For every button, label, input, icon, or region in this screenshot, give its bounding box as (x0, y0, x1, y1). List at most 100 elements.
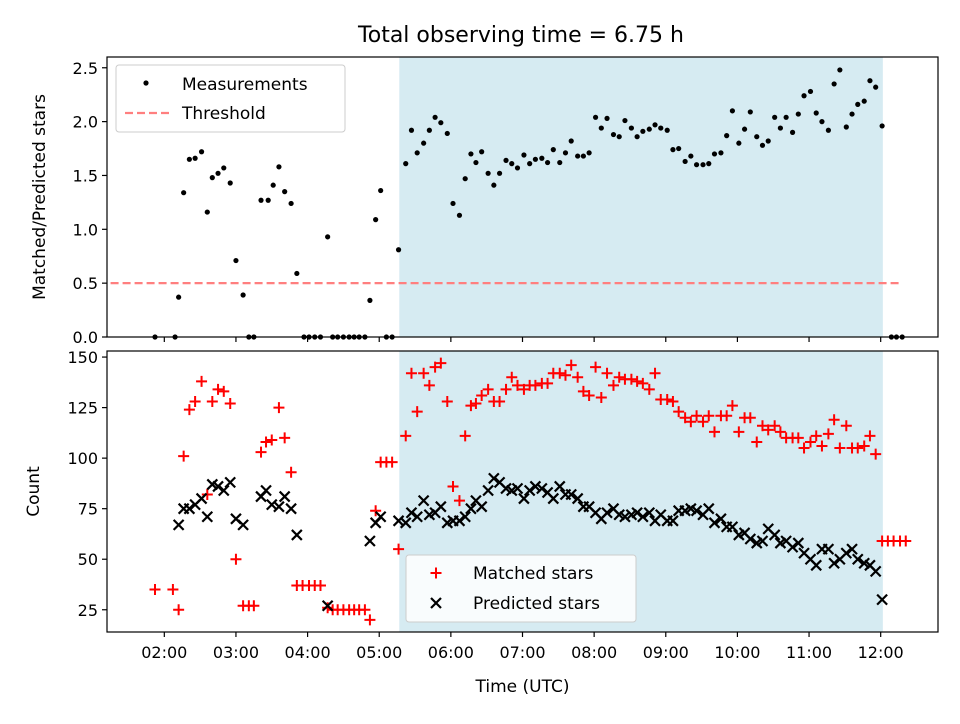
data-point (441, 396, 453, 408)
data-point (702, 502, 715, 515)
data-point (553, 480, 566, 493)
data-point (227, 180, 233, 186)
data-point (248, 600, 260, 612)
data-point (879, 123, 885, 129)
series-measurements (152, 67, 905, 340)
data-point (453, 515, 466, 527)
data-point (789, 129, 796, 135)
data-point (183, 404, 195, 416)
legend-label-threshold: Threshold (181, 104, 266, 124)
data-point (595, 391, 607, 403)
data-point (718, 150, 724, 156)
data-point (218, 385, 230, 397)
data-point (518, 492, 530, 505)
data-point (181, 190, 187, 196)
data-point (736, 140, 742, 146)
data-point (628, 125, 634, 131)
data-point (786, 541, 799, 553)
data-point (224, 398, 236, 410)
data-point (810, 430, 822, 442)
data-point (711, 151, 718, 157)
data-point (491, 182, 497, 188)
data-point (195, 492, 208, 505)
data-point (432, 114, 438, 120)
data-point (273, 402, 285, 414)
data-point (804, 436, 816, 448)
data-point (559, 369, 571, 381)
data-point (703, 410, 715, 422)
data-point (367, 297, 373, 303)
y-tick-label: 0.0 (73, 328, 98, 347)
data-point (807, 88, 814, 95)
data-point (518, 383, 530, 395)
data-point (258, 197, 264, 203)
y-tick-label: 100 (67, 449, 98, 468)
data-point (435, 357, 447, 369)
data-point (426, 127, 432, 133)
data-point (201, 510, 214, 523)
chart-title: Total observing time = 6.75 h (357, 23, 684, 48)
data-point (583, 389, 595, 401)
data-point (592, 114, 599, 120)
data-point (423, 379, 435, 391)
data-point (721, 410, 733, 422)
legend-box (115, 64, 346, 133)
data-point (435, 500, 447, 513)
data-point (765, 138, 771, 144)
data-point (693, 162, 700, 168)
data-point (536, 482, 548, 495)
data-point (438, 120, 444, 126)
data-point (637, 377, 649, 389)
data-point (867, 78, 873, 84)
data-point (751, 436, 763, 448)
data-point (325, 234, 331, 240)
data-point (572, 371, 584, 383)
x-tick-label: 12:00 (858, 643, 904, 662)
data-point (855, 101, 861, 107)
data-point (870, 448, 882, 460)
y-tick-label: 1.0 (73, 220, 98, 239)
data-point (217, 484, 230, 497)
data-point (783, 114, 789, 120)
data-point (529, 480, 542, 493)
data-point (769, 420, 781, 432)
data-point (670, 147, 676, 153)
data-point (697, 416, 709, 428)
legend-marker-matched (430, 567, 442, 579)
data-point (658, 125, 664, 131)
legend-label-measurements: Measurements (182, 75, 308, 95)
data-point (547, 492, 560, 505)
data-point (607, 379, 619, 391)
data-point (209, 175, 215, 181)
data-point (403, 161, 409, 167)
data-point (646, 126, 652, 132)
data-point (167, 584, 179, 596)
data-point (754, 134, 760, 140)
data-point (715, 513, 727, 525)
data-point (482, 484, 494, 497)
data-point (869, 565, 882, 578)
data-point (378, 187, 384, 194)
data-point (700, 162, 706, 168)
data-point (568, 138, 574, 144)
data-point (685, 416, 697, 428)
x-tick-label: 07:00 (499, 643, 545, 662)
data-point (233, 257, 239, 264)
data-point (876, 593, 888, 606)
data-point (456, 212, 463, 218)
y-tick-label: 0.5 (73, 274, 98, 293)
data-point (386, 456, 398, 468)
data-point (708, 426, 720, 438)
data-point (554, 367, 566, 379)
y-tick-label: 25 (78, 601, 98, 620)
data-point (260, 484, 272, 497)
data-point (173, 604, 185, 616)
data-point (634, 134, 640, 140)
data-point (816, 440, 828, 452)
y-tick-label: 125 (67, 399, 98, 418)
data-point (831, 81, 837, 87)
data-point (724, 133, 730, 139)
data-point (726, 400, 738, 412)
data-point (729, 108, 735, 114)
